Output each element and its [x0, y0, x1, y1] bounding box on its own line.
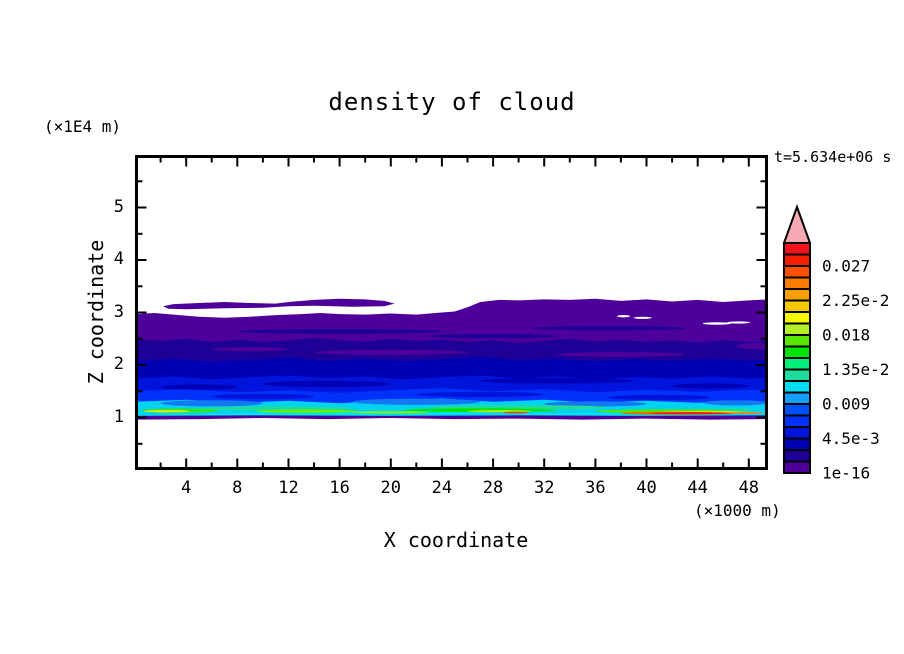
- z-tick-label: 1: [113, 406, 124, 427]
- field-density-patch: [160, 384, 238, 390]
- field-density-patch: [728, 411, 765, 414]
- contour-plot-canvas: [135, 155, 768, 470]
- colorbar-segment: [783, 299, 811, 313]
- field-density-patch: [736, 343, 768, 350]
- colorbar-segment: [783, 242, 811, 256]
- field-density-patch: [262, 380, 391, 387]
- field-density-patch: [211, 393, 315, 400]
- colorbar-label: 1.35e-2: [822, 360, 889, 379]
- z-tick-label: 5: [113, 196, 124, 217]
- x-axis-unit-label: (×1000 m): [694, 501, 781, 520]
- colorbar-segment: [783, 437, 811, 451]
- colorbar-segment: [783, 368, 811, 382]
- z-tick-label: 3: [113, 301, 124, 322]
- field-clear-slit: [702, 322, 731, 325]
- x-tick-label: 44: [687, 478, 708, 498]
- colorbar-segment: [783, 380, 811, 394]
- field-density-patch: [608, 394, 711, 401]
- colorbar-segment: [783, 449, 811, 463]
- colorbar-segment: [783, 414, 811, 428]
- field-density-patch: [480, 378, 634, 384]
- timestamp-label: t=5.634e+06 s: [774, 148, 892, 166]
- field-density-patch: [531, 326, 685, 331]
- field-density-patch: [503, 411, 529, 414]
- field-density-patch: [256, 409, 359, 413]
- z-tick-label: 4: [113, 249, 124, 269]
- colorbar-segment: [783, 322, 811, 336]
- x-tick-label: 32: [533, 478, 555, 498]
- x-tick-label: 36: [585, 478, 606, 498]
- field-density-patch: [237, 329, 442, 334]
- colorbar-label: 0.018: [822, 326, 870, 345]
- field-clear-slit: [727, 321, 751, 324]
- field-density-patch: [314, 349, 468, 355]
- x-tick-label: 8: [232, 478, 243, 498]
- field-clear-slit: [633, 316, 652, 319]
- colorbar-label: 4.5e-3: [822, 429, 880, 448]
- x-axis-title: X coordinate: [383, 528, 529, 552]
- field-density-patch: [544, 401, 647, 407]
- colorbar-segment: [783, 288, 811, 302]
- x-tick-label: 12: [278, 478, 299, 498]
- page-title: density of cloud: [328, 88, 576, 116]
- field-density-patch: [352, 411, 430, 414]
- colorbar-segment: [783, 311, 811, 325]
- axis-ticks: [136, 156, 767, 469]
- z-axis-unit-label: (×1E4 m): [44, 117, 122, 136]
- colorbar-segment: [783, 334, 811, 348]
- field-density-patch: [416, 391, 545, 397]
- field-density-patch: [672, 383, 749, 389]
- colorbar-label: 1e-16: [822, 464, 870, 483]
- colorbar: 0.027 2.25e-2 0.018 1.35e-2 0.009 4.5e-3 1e-16: [782, 204, 889, 483]
- field-density-patch: [429, 334, 557, 339]
- x-tick-label: 4: [181, 478, 192, 498]
- field-density-patch: [160, 400, 263, 407]
- x-tick-label: 24: [431, 478, 453, 498]
- colorbar-segment: [783, 391, 811, 405]
- colorbar-segment: [783, 460, 811, 474]
- field-density-patch: [211, 347, 289, 352]
- field-density-patch: [352, 398, 481, 405]
- colorbar-label: 0.027: [822, 257, 870, 276]
- field-density-patch: [704, 400, 768, 406]
- colorbar-segment: [783, 253, 811, 267]
- x-tick-label: 48: [738, 478, 760, 498]
- field-band-navy: [135, 357, 768, 381]
- x-tick-label: 16: [329, 478, 350, 498]
- field-detached-streak: [163, 298, 395, 310]
- x-tick-label: 28: [482, 478, 504, 498]
- z-tick-label: 2: [113, 354, 124, 374]
- colorbar-segment: [783, 345, 811, 359]
- field-density-patch: [144, 409, 190, 413]
- colorbar-segment: [783, 403, 811, 417]
- colorbar-label: 0.009: [822, 395, 870, 414]
- field-clear-slit: [617, 315, 630, 318]
- colorbar-segment: [783, 276, 811, 290]
- colorbar-segment: [783, 265, 811, 279]
- colorbar-overflow-arrow: [782, 204, 812, 244]
- x-tick-label: 40: [636, 478, 657, 498]
- x-tick-label: 20: [380, 478, 401, 498]
- colorbar-segment: [783, 357, 811, 371]
- field-cloud-base-line: [135, 415, 768, 420]
- field-density-patch: [557, 352, 685, 357]
- colorbar-label: 2.25e-2: [822, 291, 889, 310]
- colorbar-segment: [783, 426, 811, 440]
- field-density-patch: [650, 412, 733, 415]
